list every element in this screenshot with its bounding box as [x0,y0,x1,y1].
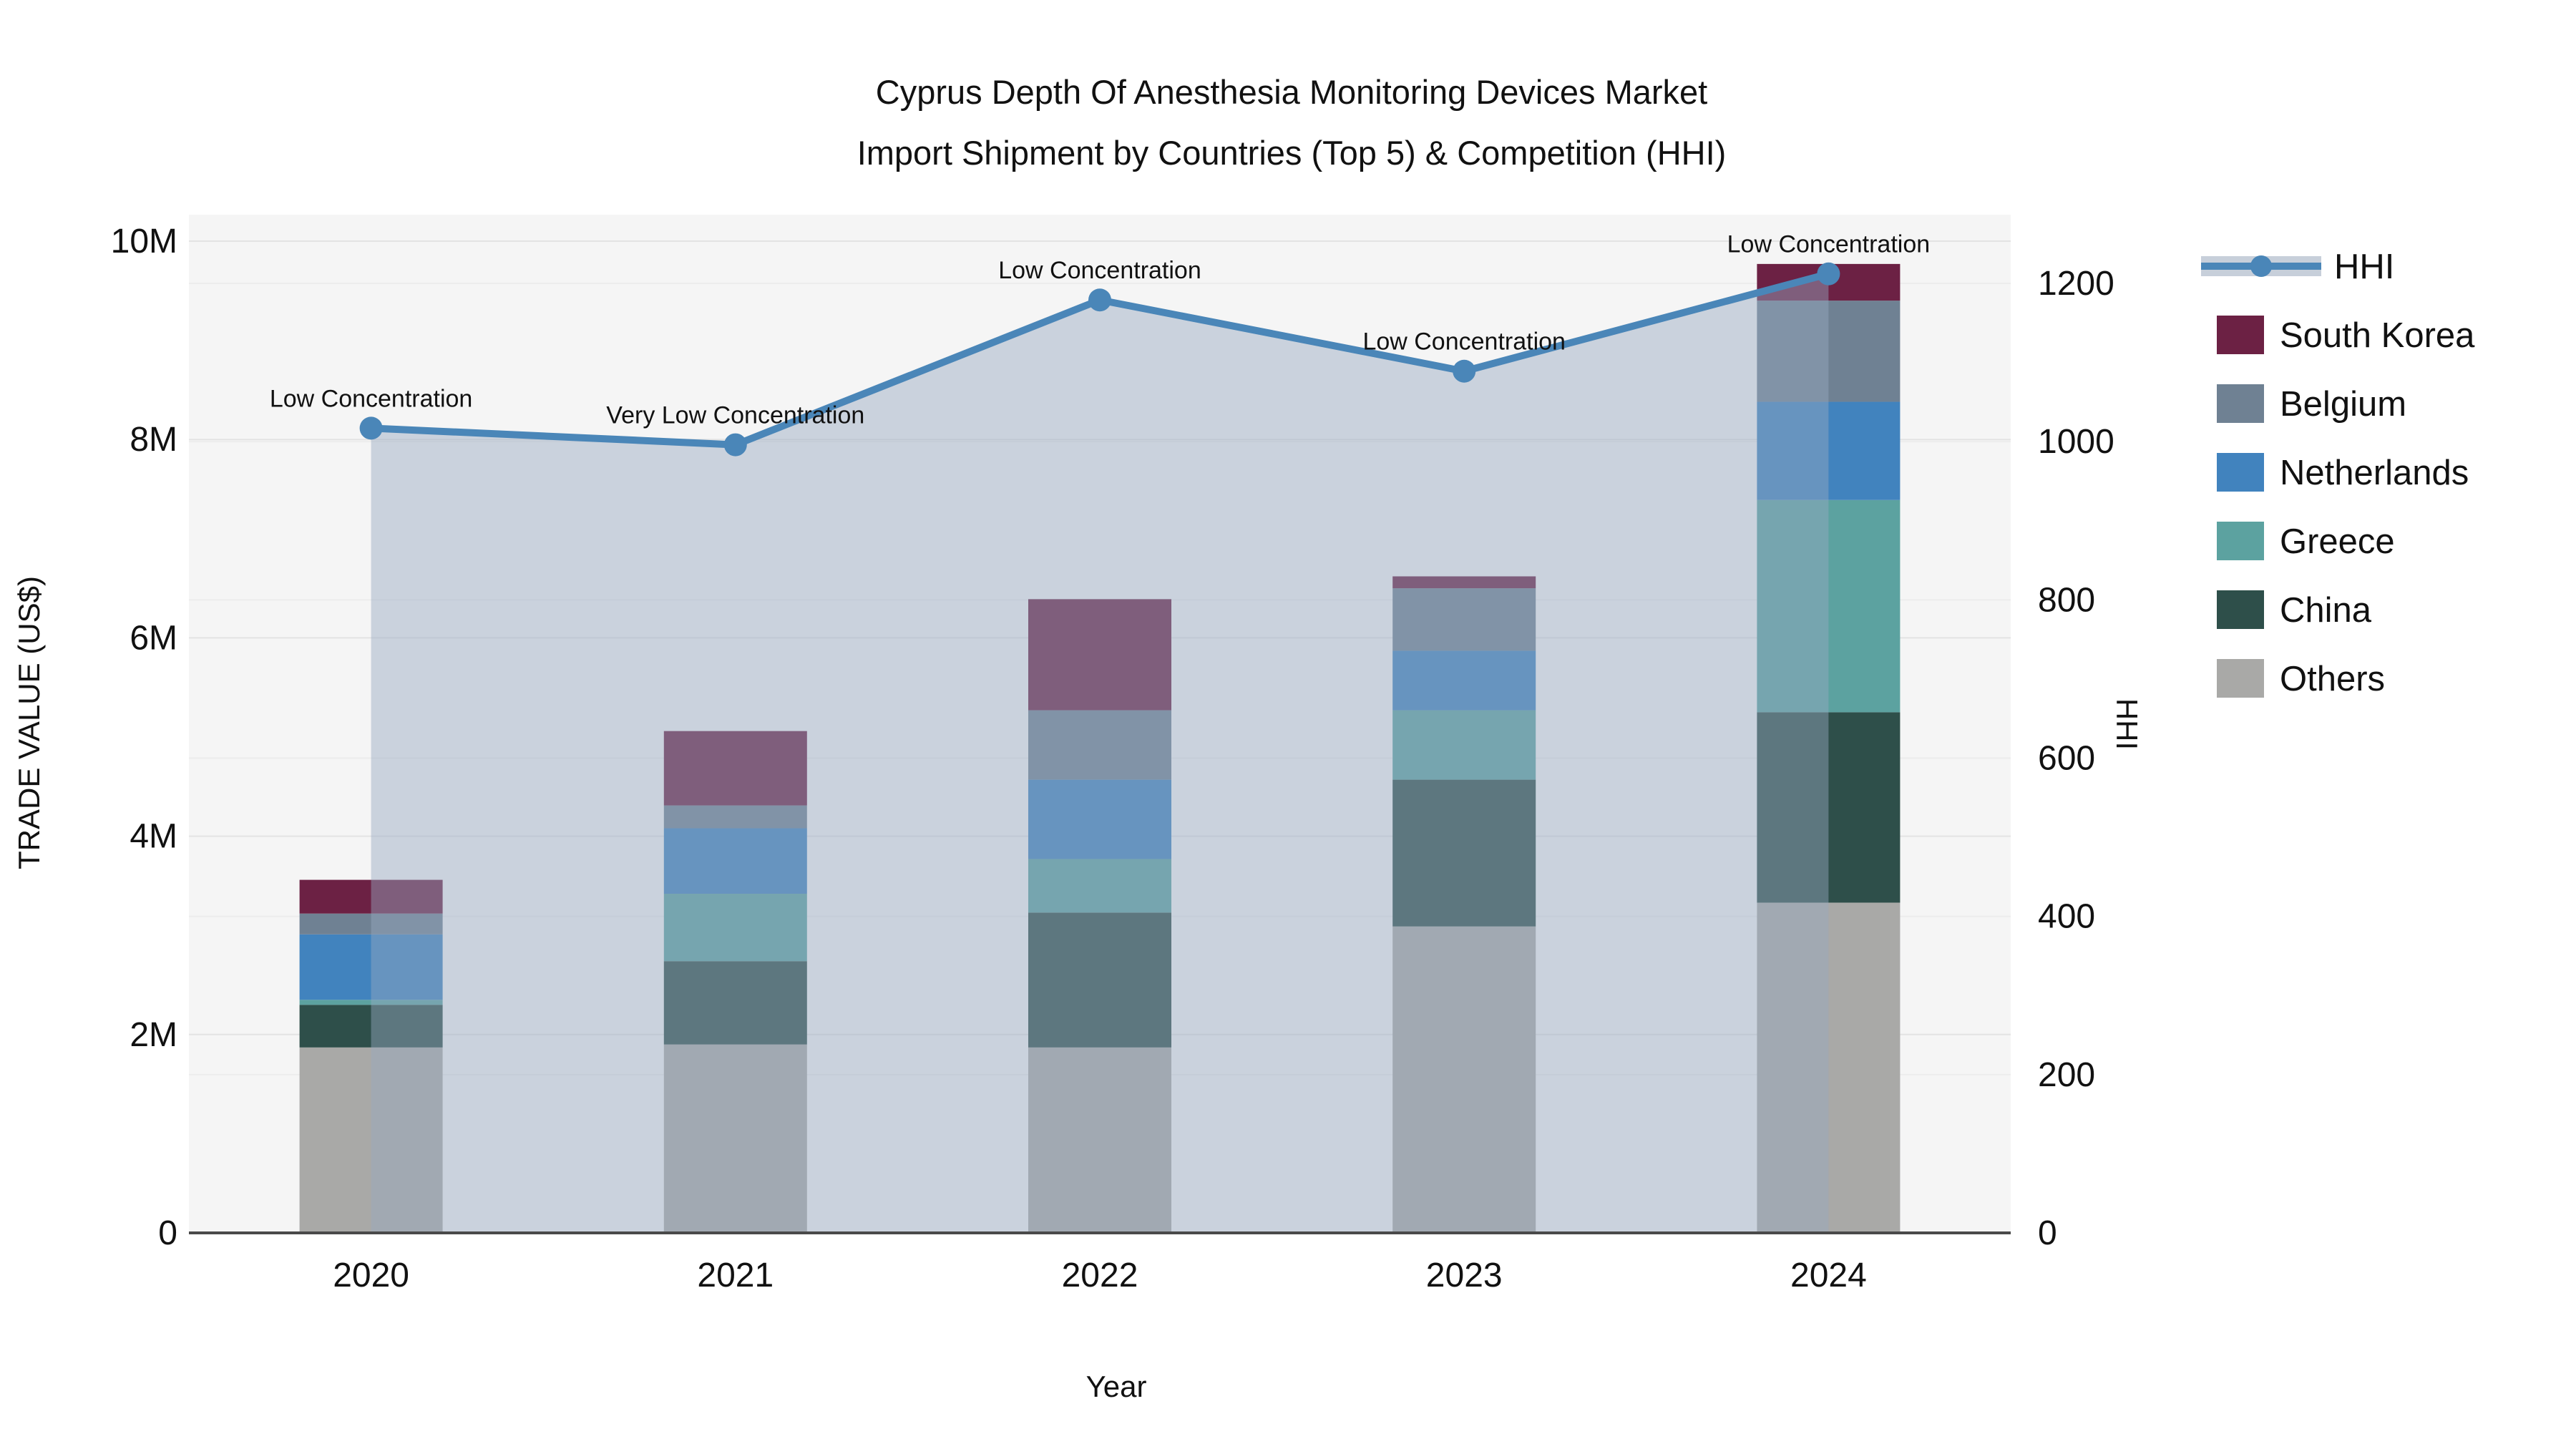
annotation-2020: Low Concentration [270,385,473,412]
bar-segment-2023-belgium[interactable] [1392,588,1536,651]
legend-label-others: Others [2280,660,2385,698]
annotation-2021: Very Low Concentration [606,402,864,429]
y-left-axis-title: TRADE VALUE (US$) [12,576,46,869]
y-left-tick-4M: 4M [130,818,177,856]
y-left-tick-8M: 8M [130,421,177,459]
legend-label-hhi: HHI [2334,248,2394,286]
bar-segment-2024-others[interactable] [1757,902,1901,1233]
legend-swatch-china [2217,590,2264,629]
bar-segment-2022-south-korea[interactable] [1028,599,1171,711]
legend-hhi-marker-icon [2250,255,2272,277]
bar-segment-2021-belgium[interactable] [663,805,807,829]
x-tick-2023: 2023 [1426,1257,1503,1294]
y-right-axis-title: HHI [2110,698,2144,750]
bar-segment-2022-others[interactable] [1028,1047,1171,1233]
legend-item-netherlands[interactable]: Netherlands [2217,453,2469,492]
y-right-tick-0: 0 [2038,1214,2057,1252]
bar-segment-2024-china[interactable] [1757,712,1901,903]
x-tick-2024: 2024 [1790,1257,1867,1294]
bar-segment-2022-china[interactable] [1028,912,1171,1048]
y-right-tick-1200: 1200 [2038,265,2114,303]
bar-segment-2021-greece[interactable] [663,893,807,962]
y-left-tick-10M: 10M [111,223,177,260]
bar-segment-2024-belgium[interactable] [1757,301,1901,402]
bar-segment-2020-netherlands[interactable] [299,934,443,1000]
bar-segment-2021-south-korea[interactable] [663,731,807,806]
x-tick-2021: 2021 [697,1257,774,1294]
bar-segment-2024-netherlands[interactable] [1757,401,1901,500]
annotation-2022: Low Concentration [998,257,1201,284]
y-left-tick-2M: 2M [130,1016,177,1054]
annotation-2024: Low Concentration [1727,231,1931,258]
hhi-area-fill [371,273,1829,1234]
legend-label-netherlands: Netherlands [2280,454,2469,492]
hhi-marker-2021[interactable] [723,433,747,457]
x-axis-title: Year [1086,1370,1147,1403]
bar-segment-2023-others[interactable] [1392,926,1536,1233]
legend-item-belgium[interactable]: Belgium [2217,384,2406,424]
y-left-tick-0: 0 [158,1214,177,1252]
bar-segment-2024-greece[interactable] [1757,499,1901,713]
y-right-tick-1000: 1000 [2038,423,2114,461]
chart-title-line2: Import Shipment by Countries (Top 5) & C… [857,134,1727,172]
x-tick-2022: 2022 [1062,1257,1138,1294]
legend-item-china[interactable]: China [2217,590,2372,630]
y-right-tick-800: 800 [2038,581,2095,619]
hhi-marker-2023[interactable] [1453,359,1476,383]
bar-segment-2020-south-korea[interactable] [299,879,443,914]
x-tick-2020: 2020 [333,1257,409,1294]
legend-item-hhi[interactable]: HHI [2201,248,2394,286]
legend-swatch-netherlands [2217,453,2264,492]
legend-item-greece[interactable]: Greece [2217,522,2395,561]
y-right-tick-400: 400 [2038,898,2095,936]
annotation-2023: Low Concentration [1362,328,1566,356]
hhi-marker-2022[interactable] [1088,288,1111,312]
bar-segment-2020-others[interactable] [299,1047,443,1233]
bar-segment-2021-netherlands[interactable] [663,828,807,894]
bar-segment-2021-china[interactable] [663,961,807,1045]
hhi-marker-2024[interactable] [1817,262,1840,286]
chart-title-line1: Cyprus Depth Of Anesthesia Monitoring De… [876,73,1707,111]
bar-segment-2023-china[interactable] [1392,779,1536,927]
bar-segment-2020-china[interactable] [299,1005,443,1048]
bar-segment-2022-greece[interactable] [1028,859,1171,913]
y-right-tick-600: 600 [2038,740,2095,778]
bar-segment-2023-greece[interactable] [1392,710,1536,780]
legend-item-south-korea[interactable]: South Korea [2217,316,2475,355]
legend-swatch-south-korea [2217,316,2264,354]
legend-label-belgium: Belgium [2280,385,2406,424]
y-right-tick-200: 200 [2038,1056,2095,1094]
legend-swatch-others [2217,659,2264,698]
legend-label-south-korea: South Korea [2280,316,2475,355]
bar-segment-2023-netherlands[interactable] [1392,650,1536,711]
legend-label-china: China [2280,591,2372,630]
legend-swatch-belgium [2217,384,2264,423]
legend-item-others[interactable]: Others [2217,659,2385,698]
legend-swatch-greece [2217,522,2264,560]
bar-segment-2022-netherlands[interactable] [1028,779,1171,859]
bar-segment-2020-greece[interactable] [299,1000,443,1005]
bar-segment-2023-south-korea[interactable] [1392,576,1536,589]
bar-segment-2020-belgium[interactable] [299,913,443,935]
bar-segment-2021-others[interactable] [663,1044,807,1233]
legend-label-greece: Greece [2280,522,2395,561]
hhi-marker-2020[interactable] [359,416,383,440]
y-left-tick-6M: 6M [130,619,177,657]
bar-segment-2022-belgium[interactable] [1028,710,1171,780]
